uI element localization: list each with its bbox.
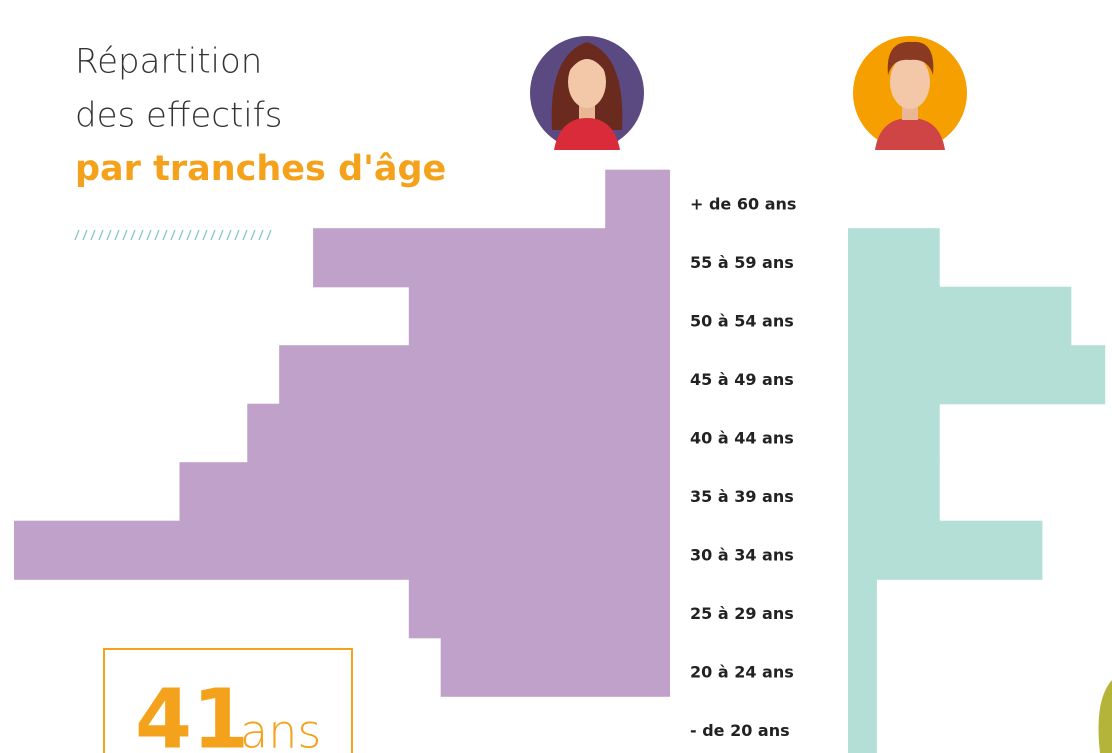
title-line: Répartition <box>75 42 262 82</box>
female-avatar <box>530 36 644 150</box>
male-bar <box>848 286 1072 346</box>
average-value: 41 <box>135 672 249 753</box>
category-label: 45 à 49 ans <box>690 370 794 389</box>
category-label: 40 à 44 ans <box>690 429 794 448</box>
category-label: + de 60 ans <box>690 195 796 214</box>
male-bar <box>848 637 877 697</box>
male-bar <box>848 403 940 463</box>
female-bar <box>605 169 670 229</box>
male-bar <box>848 520 1043 580</box>
divider <box>74 229 272 241</box>
female-bar <box>279 345 670 405</box>
leaf <box>1098 680 1112 753</box>
male-bar <box>848 696 877 753</box>
male-bar <box>848 579 877 639</box>
category-label: 55 à 59 ans <box>690 253 794 272</box>
category-label: 25 à 29 ans <box>690 604 794 623</box>
male-bar <box>848 462 940 522</box>
category-label: 20 à 24 ans <box>690 663 794 682</box>
female-bar <box>179 462 670 522</box>
category-label: 30 à 34 ans <box>690 546 794 565</box>
female-bar <box>13 520 670 580</box>
female-bar <box>408 579 670 639</box>
average-unit: ans <box>240 705 321 753</box>
male-bar <box>848 228 940 288</box>
title-highlight: par tranches d'âge <box>75 149 446 189</box>
male-avatar <box>853 36 967 150</box>
category-label: 35 à 39 ans <box>690 487 794 506</box>
male-bar <box>848 345 1106 405</box>
female-bar <box>247 403 670 463</box>
average-box <box>103 648 353 753</box>
female-bar <box>408 286 670 346</box>
female-bar <box>313 228 670 288</box>
title-line: des effectifs <box>75 96 282 136</box>
category-label: - de 20 ans <box>690 721 790 740</box>
bars <box>13 169 1106 753</box>
category-label: 50 à 54 ans <box>690 312 794 331</box>
female-bar <box>440 637 670 697</box>
